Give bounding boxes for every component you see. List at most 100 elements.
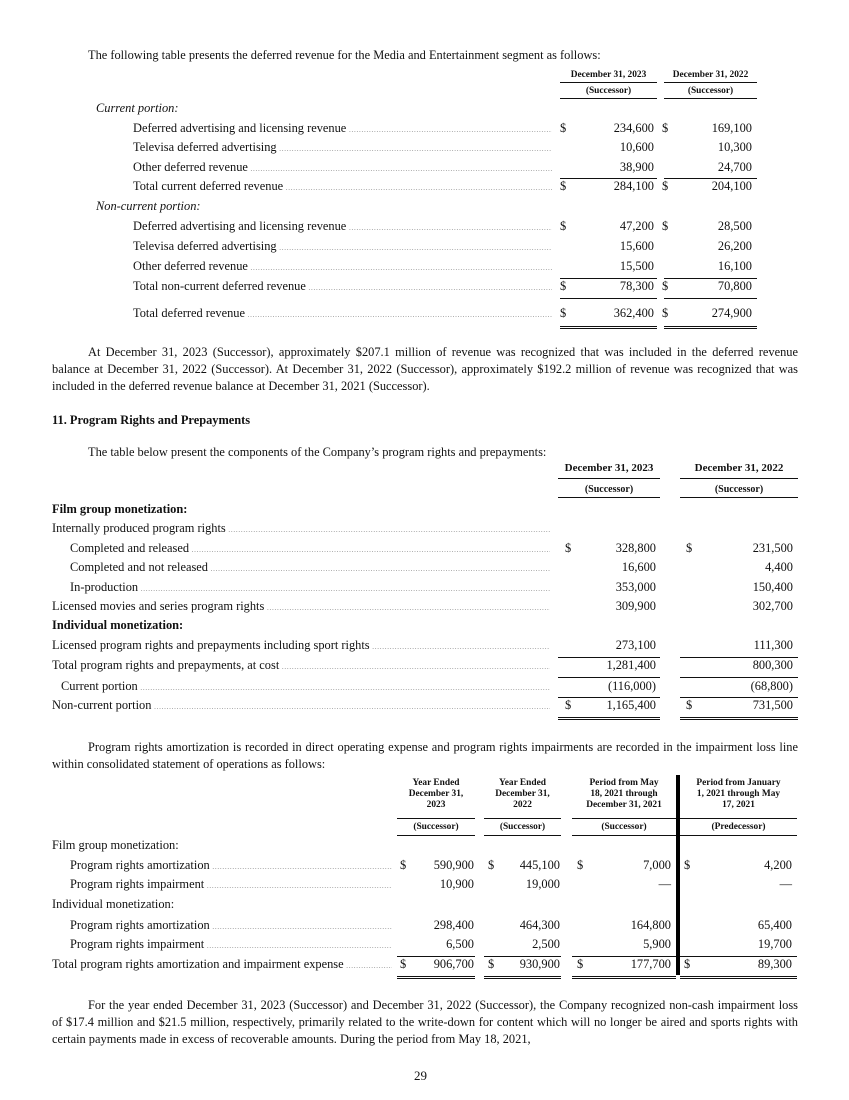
cell-value: 2,500 — [532, 937, 560, 951]
leader-dots: ........................................… — [372, 642, 550, 651]
cell-value: 15,500 — [619, 259, 654, 273]
column-status: (Successor) — [585, 86, 632, 96]
cell-value: 284,100 — [613, 179, 654, 193]
currency-symbol: $ — [686, 698, 693, 712]
section-heading: 11. Program Rights and Prepayments — [52, 413, 251, 427]
leader-dots: ........................................… — [210, 564, 550, 573]
cell-value: 906,700 — [433, 957, 474, 971]
cell-value: 298,400 — [433, 918, 474, 932]
double-total-rule — [680, 976, 797, 979]
total-rule — [572, 956, 676, 957]
row-label: Other deferred revenue .................… — [133, 160, 552, 176]
header-rule — [680, 478, 798, 479]
row-label: Televisa deferred advertising ..........… — [133, 140, 552, 156]
cell-value: 15,600 — [619, 239, 654, 253]
header-rule — [664, 98, 757, 99]
cell-value: 353,000 — [615, 580, 656, 594]
currency-symbol: $ — [488, 957, 495, 971]
row-label: Program rights impairment ..............… — [70, 877, 392, 893]
row-label: Individual monetization: — [52, 618, 550, 633]
cell-value: 38,900 — [619, 160, 654, 174]
row-label: Film group monetization: — [52, 502, 550, 517]
row-label-text: Film group monetization: — [52, 838, 179, 852]
header-rule — [680, 835, 797, 836]
column-status: (Successor) — [499, 822, 546, 832]
row-label-text: Film group monetization: — [52, 502, 188, 516]
cell-value: 309,900 — [615, 599, 656, 613]
currency-symbol: $ — [560, 219, 567, 233]
leader-dots: ........................................… — [348, 125, 552, 134]
cell-value: 16,600 — [621, 560, 656, 574]
column-status: (Predecessor) — [711, 822, 766, 832]
header-rule — [680, 818, 797, 819]
cell-value: 930,900 — [519, 957, 560, 971]
column-status: (Successor) — [687, 86, 734, 96]
row-label-text: Licensed movies and series program right… — [52, 599, 265, 613]
row-label-text: Internally produced program rights — [52, 521, 226, 535]
row-label: Individual monetization: — [52, 897, 392, 912]
row-label: Deferred advertising and licensing reven… — [133, 219, 552, 235]
row-label-text: Total program rights and prepayments, at… — [52, 658, 280, 672]
column-header: December 31, 2021 — [586, 800, 662, 810]
total-rule — [560, 178, 657, 179]
row-label-text: Other deferred revenue — [133, 259, 248, 273]
row-label: Total program rights and prepayments, at… — [52, 658, 550, 674]
cell-value: 1,165,400 — [606, 698, 656, 712]
header-rule — [484, 818, 561, 819]
total-rule — [558, 657, 660, 658]
currency-symbol: $ — [662, 121, 669, 135]
row-label: Total deferred revenue .................… — [133, 306, 552, 322]
column-header: 1, 2021 through May — [696, 789, 781, 799]
impairment-paragraph-text: For the year ended December 31, 2023 (Su… — [52, 998, 798, 1047]
cell-value: 16,100 — [717, 259, 752, 273]
column-header: December 31, 2023 — [570, 70, 647, 80]
row-label: Current portion: — [96, 101, 552, 116]
currency-symbol: $ — [560, 179, 567, 193]
total-rule — [484, 956, 561, 957]
cell-value: 111,300 — [753, 638, 793, 652]
row-label: Program rights amortization ............… — [70, 918, 392, 934]
column-header: December 31, 2023 — [564, 462, 654, 474]
cell-value: 302,700 — [752, 599, 793, 613]
row-label: Internally produced program rights .....… — [52, 521, 550, 537]
leader-dots: ........................................… — [206, 881, 392, 890]
period-divider — [676, 775, 680, 975]
cell-value: 273,100 — [615, 638, 656, 652]
double-total-rule — [664, 326, 757, 329]
cell-value: 4,200 — [764, 858, 792, 872]
row-label-text: Program rights impairment — [70, 877, 205, 891]
program-rights-intro: The table below present the components o… — [88, 445, 547, 459]
total-rule — [680, 677, 798, 678]
header-rule — [397, 835, 475, 836]
row-label-text: Completed and not released — [70, 560, 208, 574]
row-label-text: Individual monetization: — [52, 897, 175, 911]
double-total-rule — [572, 976, 676, 979]
header-rule — [572, 818, 676, 819]
column-header: 2023 — [426, 800, 446, 810]
amortization-paragraph-text: Program rights amortization is recorded … — [52, 740, 798, 772]
column-header: Period from January — [696, 778, 781, 788]
header-rule — [558, 497, 660, 498]
cell-value: 274,900 — [711, 306, 752, 320]
column-header: December 31, — [408, 789, 464, 799]
currency-symbol: $ — [488, 858, 495, 872]
row-label-text: Non-current portion: — [96, 199, 201, 213]
cell-value: 177,700 — [630, 957, 671, 971]
row-label: Deferred advertising and licensing reven… — [133, 121, 552, 137]
double-total-rule — [560, 326, 657, 329]
deferred-paragraph-text: At December 31, 2023 (Successor), approx… — [52, 345, 798, 394]
header-rule — [572, 835, 676, 836]
header-rule — [397, 818, 475, 819]
row-label: Other deferred revenue .................… — [133, 259, 552, 275]
total-rule — [664, 278, 757, 279]
column-header: December 31, — [495, 789, 550, 799]
total-rule — [560, 278, 657, 279]
cell-value: 464,300 — [519, 918, 560, 932]
cell-value: 78,300 — [619, 279, 654, 293]
cell-value: 164,800 — [630, 918, 671, 932]
cell-value: 70,800 — [717, 279, 752, 293]
row-label: Completed and released .................… — [70, 541, 550, 557]
header-rule — [560, 82, 657, 83]
row-label-text: Program rights impairment — [70, 937, 205, 951]
cell-value: 10,300 — [717, 140, 752, 154]
